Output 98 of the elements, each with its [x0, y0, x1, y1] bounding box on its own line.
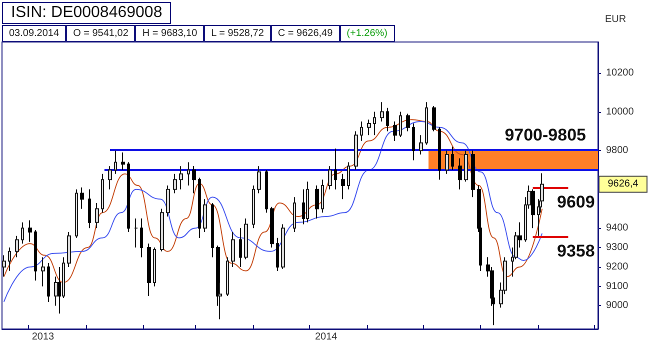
- candlestick: [88, 188, 91, 229]
- candlestick: [218, 282, 222, 320]
- y-tick-label: 9300: [606, 242, 629, 254]
- candlestick: [8, 247, 11, 272]
- candlestick: [373, 111, 376, 136]
- candlestick: [265, 169, 268, 214]
- candlestick: [216, 245, 220, 306]
- candlestick: [458, 158, 462, 190]
- candlestick: [134, 218, 138, 248]
- candlestick: [41, 256, 45, 287]
- candlestick: [231, 232, 235, 268]
- candlestick: [518, 222, 522, 248]
- candlestick: [198, 177, 201, 238]
- candlestick: [471, 150, 475, 198]
- candlestick: [28, 220, 32, 242]
- candlestick: [47, 262, 50, 302]
- chart-title: ISIN: DE0008469008: [2, 2, 172, 24]
- candlestick: [226, 256, 229, 297]
- candlestick: [239, 228, 242, 268]
- candlestick: [367, 119, 371, 136]
- candlestick: [438, 126, 441, 180]
- candlestick: [257, 166, 261, 194]
- candlestick: [276, 237, 279, 272]
- candlestick: [393, 121, 397, 142]
- y-tick-label: 10200: [606, 68, 634, 79]
- chart-subtitle: (+1.26%): [340, 25, 395, 42]
- y-axis-title: EUR: [605, 14, 626, 25]
- candlestick: [445, 150, 449, 174]
- candlestick: [187, 162, 190, 186]
- candlestick: [62, 256, 65, 298]
- candlestick: [406, 113, 410, 132]
- candlestick: [179, 166, 183, 190]
- band-label: 9700-9805: [504, 126, 586, 145]
- candlestick: [67, 232, 71, 268]
- candlestick: [315, 185, 319, 219]
- candlestick: [2, 254, 6, 278]
- x-tick-label: 2013: [32, 332, 55, 342]
- candlestick: [399, 111, 402, 138]
- candlestick: [425, 102, 428, 146]
- candlestick: [173, 173, 177, 194]
- candlestick: [432, 105, 436, 132]
- candlestick: [302, 188, 305, 225]
- candlestick: [334, 148, 337, 190]
- candlestick: [464, 150, 468, 182]
- text: H = 9683,10: [135, 25, 204, 42]
- text: 9626,4: [608, 178, 639, 190]
- text: L = 9528,72: [204, 25, 271, 42]
- candlestick: [419, 134, 423, 155]
- candlestick: [380, 102, 384, 122]
- x-tick-label: 2014: [314, 332, 338, 342]
- ref-line-label: 9609: [557, 192, 595, 212]
- candlestick: [203, 198, 207, 233]
- candlestick: [306, 181, 309, 223]
- candlestick: [244, 218, 248, 260]
- candlestick: [153, 247, 156, 287]
- candlestick: [252, 185, 255, 229]
- candlestick: [101, 173, 104, 214]
- candlestick: [341, 173, 345, 200]
- candlestick: [160, 208, 164, 252]
- candlestick: [354, 130, 358, 170]
- text: O = 9541,02: [66, 25, 136, 42]
- y-tick-label: 9100: [606, 280, 629, 292]
- candlestick: [127, 162, 130, 233]
- candlestick: [386, 107, 389, 132]
- y-tick-label: 9800: [606, 145, 629, 156]
- candlestick: [328, 166, 332, 190]
- candlestick: [80, 186, 84, 210]
- ref-line-label: 9358: [557, 241, 595, 260]
- candlestick: [360, 121, 363, 142]
- candlestick: [34, 230, 37, 282]
- candlestick: [412, 122, 415, 161]
- candlestick: [54, 276, 58, 306]
- candlestick: [58, 266, 61, 314]
- candlestick: [211, 202, 214, 258]
- candlestick: [347, 162, 350, 190]
- candlestick: [451, 146, 454, 170]
- candlestick: [140, 218, 143, 258]
- text: C = 9626,49: [270, 25, 340, 42]
- y-tick-label: 9000: [606, 300, 629, 312]
- candlestick: [108, 166, 112, 190]
- candlestick: [293, 196, 296, 233]
- candlestick: [270, 206, 274, 248]
- candlestick: [95, 202, 99, 229]
- candlestick: [166, 185, 170, 218]
- y-tick-label: 9400: [606, 222, 629, 234]
- y-tick-label: 10000: [606, 106, 634, 118]
- candlestick: [114, 150, 117, 174]
- candlestick: [281, 224, 285, 270]
- text: 03.09.2014: [2, 25, 66, 42]
- candlestick: [121, 152, 125, 170]
- candlestick: [192, 166, 196, 194]
- candlestick: [15, 235, 19, 258]
- candlestick: [147, 243, 151, 297]
- candlestick: [531, 188, 535, 229]
- y-tick-label: 9200: [606, 261, 629, 272]
- candlestick: [321, 179, 324, 214]
- candlestick: [75, 188, 78, 238]
- candlestick: [21, 222, 24, 244]
